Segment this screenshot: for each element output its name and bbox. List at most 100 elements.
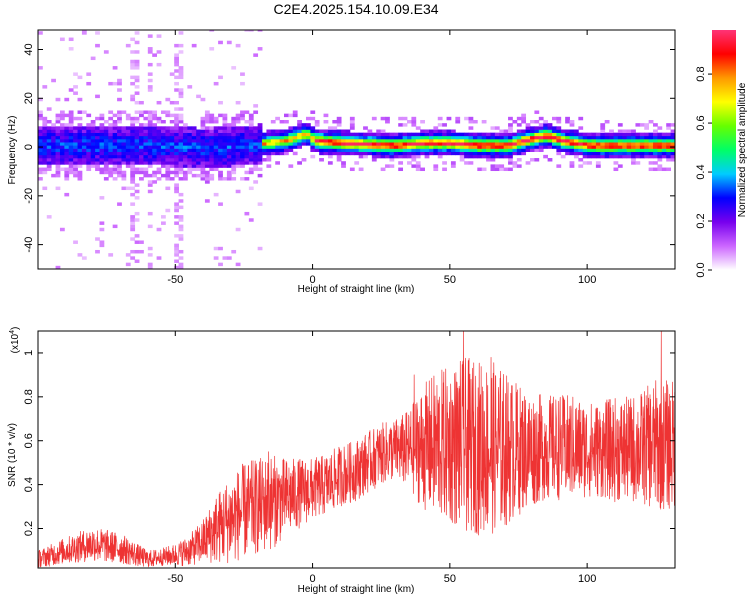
spectrogram-cell (108, 145, 114, 149)
spectrogram-cell (341, 139, 346, 143)
spectrogram-cell (204, 199, 210, 203)
spectrogram-cell (99, 158, 105, 162)
spectrogram-cell (174, 129, 179, 133)
spectrogram-cell (178, 142, 184, 146)
spectrogram-cell (99, 240, 105, 244)
spectrogram-cell (569, 145, 575, 149)
spectrogram-cell (534, 135, 540, 140)
spectrogram-cell (420, 135, 425, 140)
spectrogram-cell (174, 202, 179, 206)
spectrogram-cell (573, 154, 579, 159)
spectrogram-cell (165, 151, 171, 156)
spectrogram-cell (490, 142, 496, 146)
spectrogram-cell (525, 135, 531, 140)
spectrogram-cell (169, 151, 175, 156)
spectrogram-cell (595, 139, 601, 143)
spectrogram-cell (481, 135, 487, 140)
spectrogram-cell (551, 126, 557, 130)
spectrogram-cell (90, 154, 96, 159)
spectrogram-cell (147, 253, 153, 257)
spectrogram-cell (64, 151, 70, 156)
spectrogram-cell (204, 164, 210, 168)
spectrogram-cell (508, 116, 513, 121)
spectrogram-cell (152, 110, 158, 114)
spectrogram-cell (46, 119, 52, 124)
spectrogram-cell (235, 113, 241, 118)
spectrogram-cell (103, 135, 109, 140)
spectrogram-cell (178, 126, 184, 130)
spectrogram-cell (644, 126, 650, 130)
spectrogram-cell (420, 148, 425, 152)
spectrogram-cell (86, 139, 92, 143)
spectrogram-cell (73, 161, 78, 165)
spectrogram-cell (200, 126, 206, 130)
spectrogram-cell (81, 161, 87, 165)
spectrogram-cell (433, 151, 439, 156)
spectrogram-cell (653, 148, 658, 152)
spectrogram-cell (182, 129, 188, 133)
spectrogram-cell (139, 123, 144, 127)
spectrogram-cell (182, 164, 188, 168)
spectrogram-cell (253, 104, 259, 108)
spectrogram-cell (156, 119, 162, 124)
spectrogram-cell (336, 151, 342, 156)
spectrogram-cell (134, 161, 140, 165)
spectrogram-cell (182, 145, 188, 149)
spectrogram-cell (420, 145, 425, 149)
spectrogram-cell (46, 126, 52, 130)
spectrogram-cell (103, 129, 109, 133)
spectrogram-cell (244, 139, 250, 143)
spectrogram-cell (139, 110, 144, 114)
spectrogram-cell (90, 56, 96, 61)
spectrogram-cell (235, 189, 241, 194)
spectrogram-cell (213, 256, 219, 260)
spectrogram-cell (301, 139, 307, 143)
spectrogram-cell (521, 113, 527, 118)
spectrogram-cell (235, 129, 241, 133)
spectrogram-cell (455, 135, 461, 140)
spectrogram-cell (174, 253, 179, 257)
spectrogram-cell (661, 154, 667, 159)
spectrogram-cell (174, 145, 179, 149)
spectrogram-cell (143, 132, 149, 137)
spectrogram-cell (385, 164, 390, 168)
spectrogram-cell (46, 164, 52, 168)
spectrogram-cell (130, 62, 136, 67)
spectrogram-cell (240, 129, 245, 133)
spectrogram-cell (226, 126, 232, 130)
spectrogram-cell (64, 142, 70, 146)
spectrogram-cell (310, 126, 316, 130)
spectrogram-cell (108, 123, 114, 127)
spectrogram-cell (442, 167, 447, 172)
spectrogram-cell (187, 85, 193, 89)
spectrogram-cell (95, 249, 100, 254)
spectrogram-cell (161, 161, 166, 165)
spectrogram-cell (139, 158, 144, 162)
spectrogram-cell (42, 129, 48, 133)
spectrogram-cell (490, 126, 496, 130)
y-tick-label: 0.8 (23, 389, 35, 404)
spectrogram-cell (327, 142, 333, 146)
spectrogram-cell (46, 161, 52, 165)
spectrogram-cell (152, 126, 158, 130)
spectrogram-cell (323, 135, 329, 140)
spectrogram-cell (635, 139, 641, 143)
spectrogram-cell (551, 116, 557, 121)
spectrogram-cell (99, 129, 105, 133)
spectrogram-cell (617, 148, 623, 152)
spectrogram-cell (196, 164, 201, 168)
spectrogram-cell (81, 31, 87, 35)
spectrogram-cell (209, 154, 215, 159)
spectrogram-cell (613, 145, 619, 149)
spectrogram-cell (253, 145, 259, 149)
spectrogram-cell (446, 135, 452, 140)
spectrogram-cell (73, 151, 78, 156)
spectrogram-cell (297, 123, 302, 127)
spectrogram-cell (521, 142, 527, 146)
spectrogram-cell (297, 119, 302, 124)
spectrogram-cell (147, 148, 153, 152)
spectrogram-cell (55, 139, 61, 143)
spectrogram-cell (90, 164, 96, 168)
spectrogram-cell (46, 154, 52, 159)
spectrogram-cell (240, 161, 245, 165)
